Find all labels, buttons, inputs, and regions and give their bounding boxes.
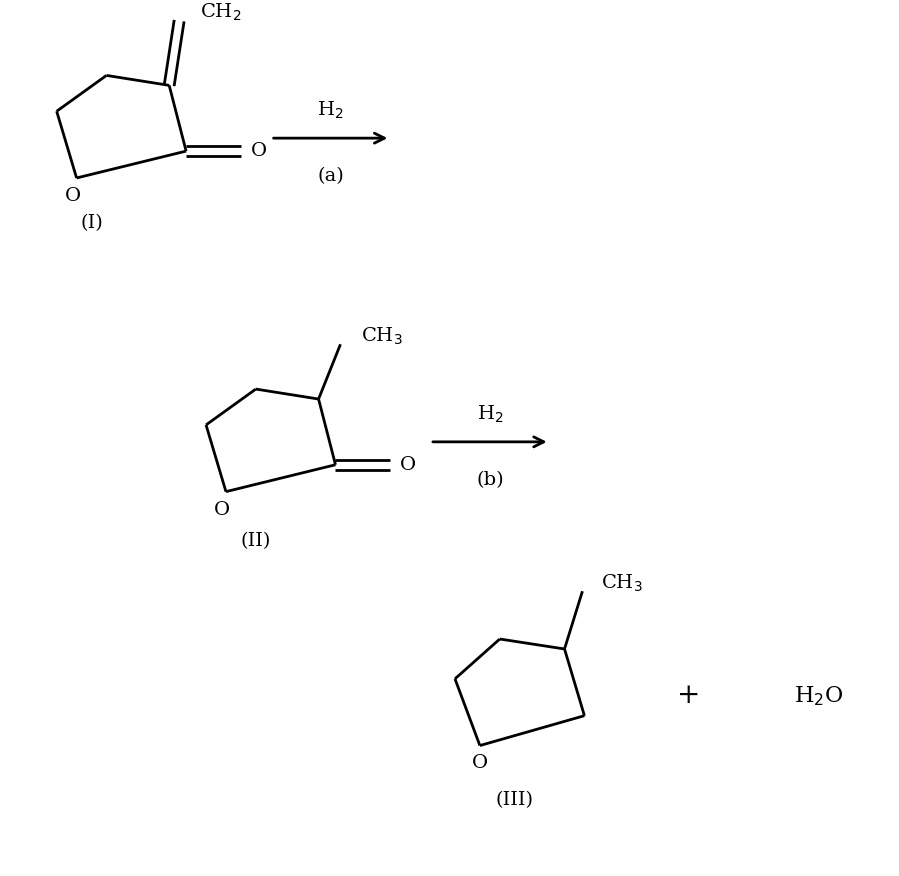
Text: H$_2$O: H$_2$O [794,684,843,708]
Text: O: O [251,142,267,160]
Text: H$_2$: H$_2$ [476,403,503,425]
Text: (I): (I) [80,214,102,232]
Text: O: O [214,500,230,519]
Text: (a): (a) [317,167,344,185]
Text: O: O [400,456,416,474]
Text: +: + [677,682,700,710]
Text: O: O [65,187,81,205]
Text: CH$_2$: CH$_2$ [200,2,242,24]
Text: (II): (II) [241,533,271,550]
Text: H$_2$: H$_2$ [317,100,343,121]
Text: CH$_3$: CH$_3$ [361,326,403,347]
Text: (b): (b) [476,470,503,489]
Text: CH$_3$: CH$_3$ [601,573,643,594]
Text: O: O [472,754,488,773]
Text: (III): (III) [495,791,534,809]
